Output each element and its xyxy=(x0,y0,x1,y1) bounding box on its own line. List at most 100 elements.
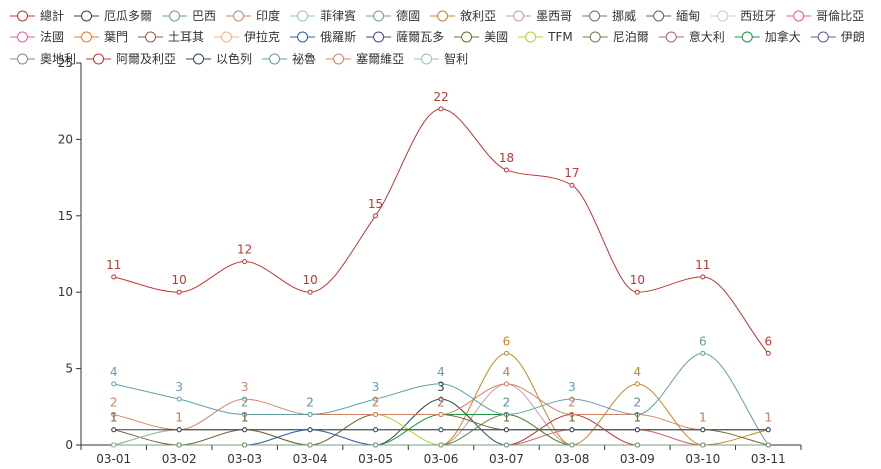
data-point[interactable] xyxy=(307,442,313,448)
data-label: 4 xyxy=(503,365,511,379)
data-point[interactable] xyxy=(569,182,575,188)
data-point[interactable] xyxy=(700,427,706,433)
data-point[interactable] xyxy=(569,427,575,433)
data-point[interactable] xyxy=(373,396,379,402)
data-point[interactable] xyxy=(307,289,313,295)
data-label: 11 xyxy=(106,258,121,272)
legend-item[interactable]: 法國 xyxy=(10,30,64,44)
data-point[interactable] xyxy=(634,442,640,448)
data-point[interactable] xyxy=(765,350,771,356)
data-point[interactable] xyxy=(111,427,117,433)
data-point[interactable] xyxy=(111,274,117,280)
legend-item[interactable]: 意大利 xyxy=(658,29,725,44)
legend-item[interactable]: 敘利亞 xyxy=(430,8,496,23)
data-point[interactable] xyxy=(700,442,706,448)
data-point[interactable] xyxy=(569,411,575,417)
data-point[interactable] xyxy=(242,427,248,433)
data-point[interactable] xyxy=(373,427,379,433)
data-point[interactable] xyxy=(307,411,313,417)
legend-item[interactable]: 緬甸 xyxy=(646,9,700,23)
data-point[interactable] xyxy=(242,442,248,448)
data-point[interactable] xyxy=(765,427,771,433)
legend-marker-icon xyxy=(81,10,93,22)
data-point[interactable] xyxy=(503,350,509,356)
legend-marker-icon xyxy=(665,31,677,43)
legend-item[interactable]: 印度 xyxy=(226,8,280,23)
data-label: 2 xyxy=(568,395,576,409)
legend-label: 德國 xyxy=(396,8,420,23)
data-point[interactable] xyxy=(307,427,313,433)
legend-item[interactable]: 奧地利 xyxy=(10,52,76,66)
legend-label: 塞爾維亞 xyxy=(356,51,404,66)
legend-item[interactable]: 祕魯 xyxy=(262,52,316,66)
legend-item[interactable]: 俄羅斯 xyxy=(290,30,356,44)
data-point[interactable] xyxy=(111,381,117,387)
data-point[interactable] xyxy=(634,427,640,433)
data-point[interactable] xyxy=(373,411,379,417)
legend-item[interactable]: 美國 xyxy=(454,30,508,44)
data-label: 1 xyxy=(634,411,642,425)
data-point[interactable] xyxy=(176,289,182,295)
data-point[interactable] xyxy=(569,442,575,448)
data-point[interactable] xyxy=(176,427,182,433)
legend-marker-icon xyxy=(233,10,245,22)
data-point[interactable] xyxy=(438,396,444,402)
data-point[interactable] xyxy=(438,427,444,433)
data-point[interactable] xyxy=(569,396,575,402)
legend-item[interactable]: 以色列 xyxy=(186,52,252,66)
data-point[interactable] xyxy=(700,274,706,280)
legend-item[interactable]: 挪威 xyxy=(582,9,636,23)
legend-item[interactable]: 加拿大 xyxy=(734,29,801,44)
legend-item[interactable]: 尼泊爾 xyxy=(582,30,649,44)
legend-item[interactable]: 巴西 xyxy=(162,9,216,23)
data-point[interactable] xyxy=(111,411,117,417)
data-point[interactable] xyxy=(503,381,509,387)
data-point[interactable] xyxy=(242,259,248,265)
legend-item[interactable]: 哥倫比亞 xyxy=(786,9,864,23)
data-point[interactable] xyxy=(503,167,509,173)
data-label: 2 xyxy=(634,395,642,409)
legend-item[interactable]: 伊拉克 xyxy=(214,29,280,44)
legend-item[interactable]: 塞爾維亞 xyxy=(326,51,404,66)
legend-item[interactable]: TFM xyxy=(518,30,573,44)
legend-item[interactable]: 西班牙 xyxy=(710,9,776,23)
legend-item[interactable]: 土耳其 xyxy=(138,30,204,44)
data-point[interactable] xyxy=(765,442,771,448)
data-point[interactable] xyxy=(176,396,182,402)
data-point[interactable] xyxy=(438,411,444,417)
data-point[interactable] xyxy=(634,381,640,387)
legend-item[interactable]: 智利 xyxy=(414,51,468,66)
data-point[interactable] xyxy=(438,381,444,387)
legend-item[interactable]: 菲律賓 xyxy=(290,8,356,23)
data-label: 10 xyxy=(630,273,645,287)
data-label: 1 xyxy=(175,411,183,425)
legend-label: 以色列 xyxy=(216,52,252,66)
data-point[interactable] xyxy=(634,411,640,417)
legend-item[interactable]: 伊朗 xyxy=(810,30,865,44)
data-point[interactable] xyxy=(242,411,248,417)
legend-item[interactable]: 墨西哥 xyxy=(506,9,572,23)
data-point[interactable] xyxy=(503,427,509,433)
data-point[interactable] xyxy=(503,442,509,448)
data-point[interactable] xyxy=(111,442,117,448)
data-point[interactable] xyxy=(373,213,379,219)
legend-item[interactable]: 德國 xyxy=(366,8,420,23)
data-point[interactable] xyxy=(438,442,444,448)
data-point[interactable] xyxy=(503,411,509,417)
legend-marker-icon xyxy=(297,10,309,22)
legend-item[interactable]: 阿爾及利亞 xyxy=(86,52,176,66)
data-point[interactable] xyxy=(176,442,182,448)
data-point[interactable] xyxy=(242,396,248,402)
legend-item[interactable]: 薩爾瓦多 xyxy=(366,30,444,44)
legend-item[interactable]: 總計 xyxy=(10,8,64,23)
legend-item[interactable]: 葉門 xyxy=(74,30,128,44)
data-point[interactable] xyxy=(438,106,444,112)
legend-item[interactable]: 厄瓜多爾 xyxy=(74,9,152,23)
data-point[interactable] xyxy=(634,289,640,295)
data-point[interactable] xyxy=(373,442,379,448)
legend-marker-icon xyxy=(17,31,28,43)
data-point[interactable] xyxy=(700,350,706,356)
legend-label: 巴西 xyxy=(192,9,216,23)
data-label: 3 xyxy=(241,380,249,394)
